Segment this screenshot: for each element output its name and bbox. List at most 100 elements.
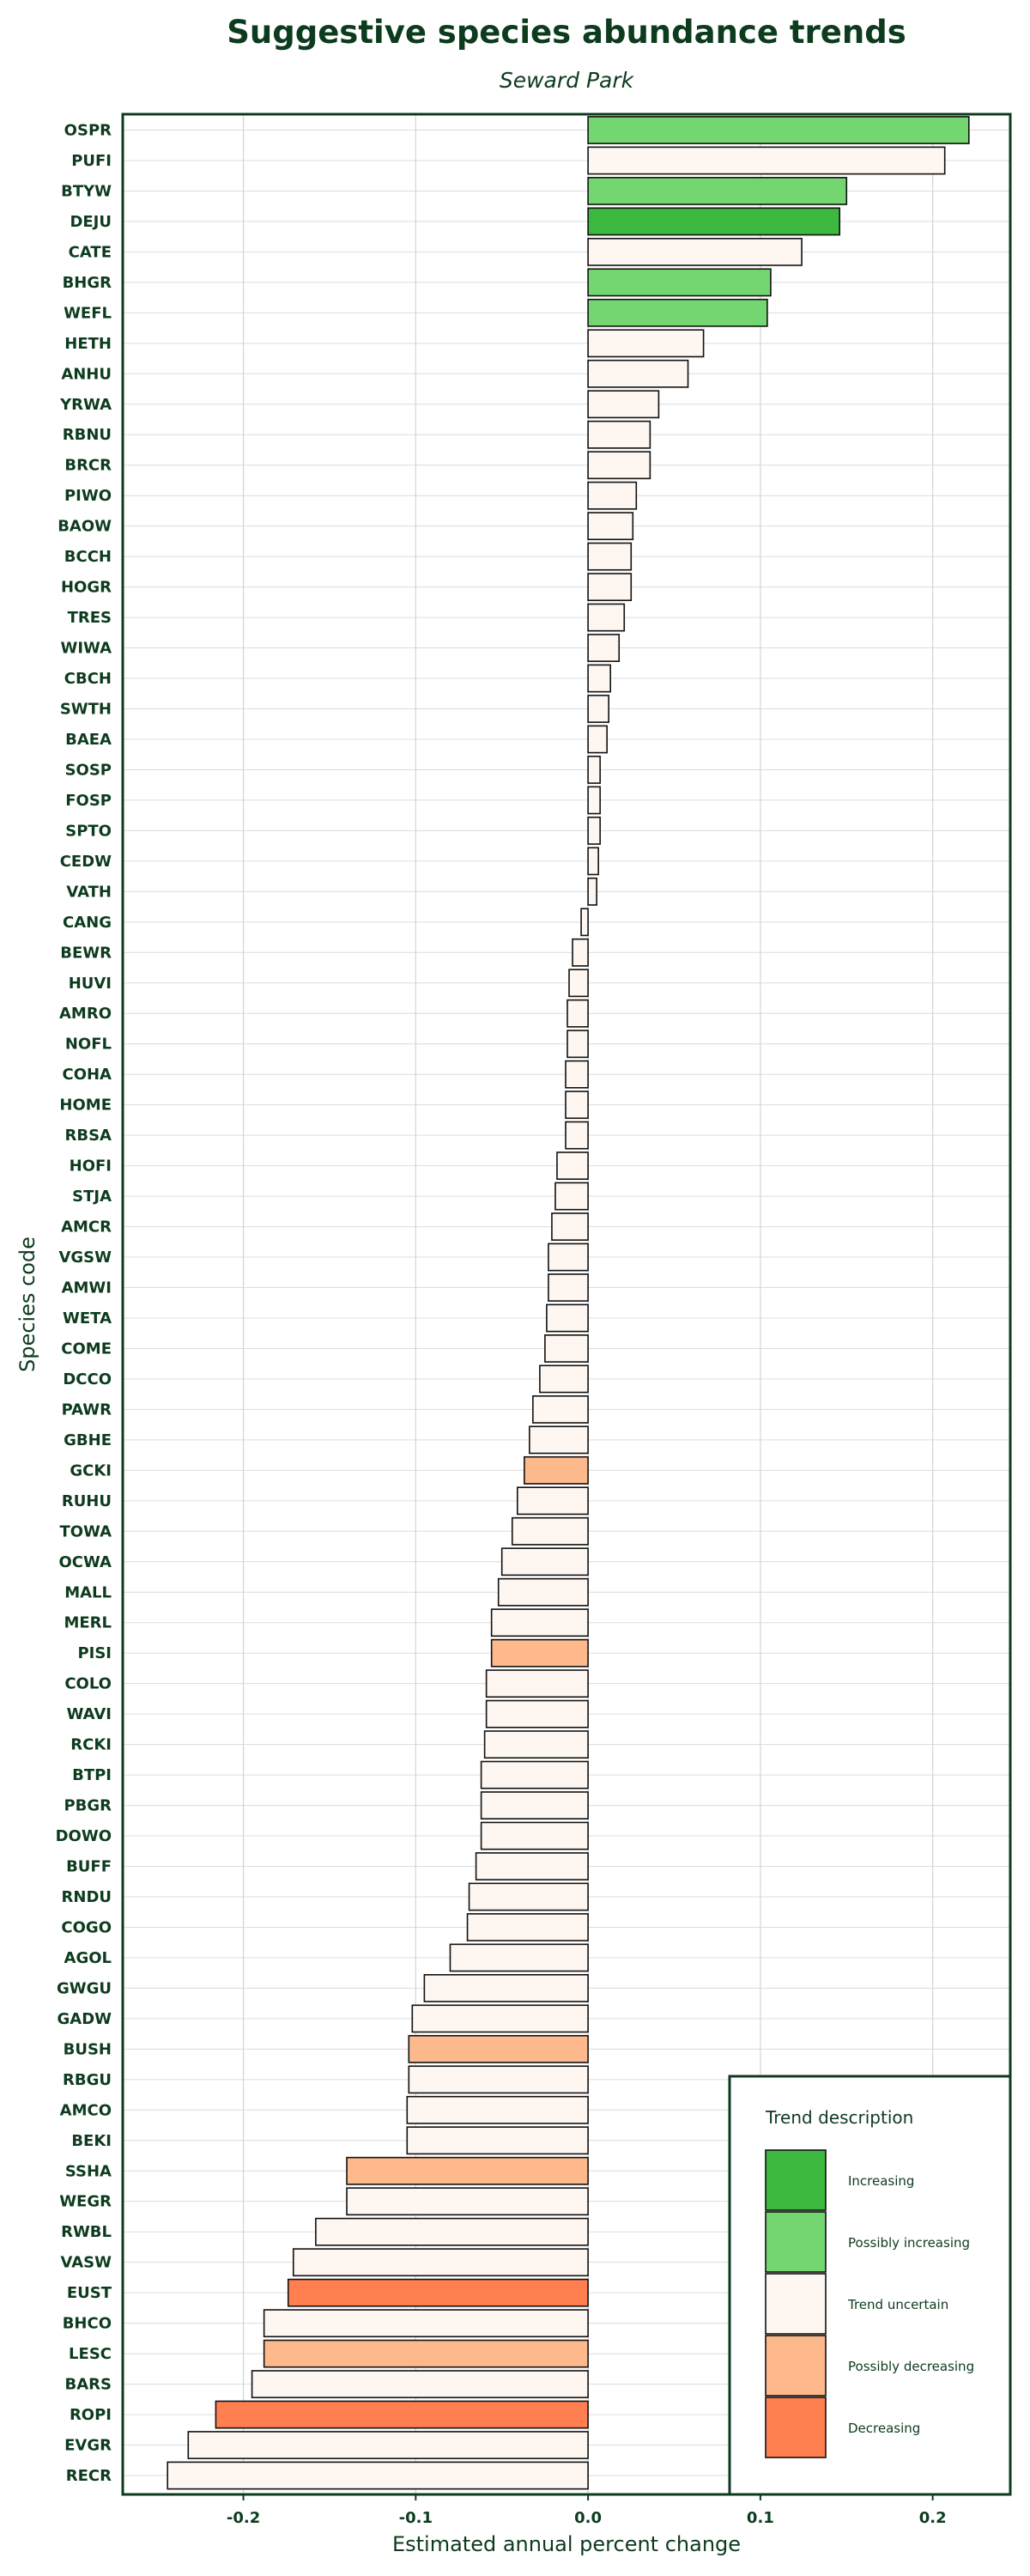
bar-rbsa <box>565 1121 589 1150</box>
x-tick-label: 0.0 <box>574 2509 602 2527</box>
y-tick-label: SWTH <box>60 701 112 719</box>
bars-layer <box>167 116 970 2490</box>
y-tick-label: CEDW <box>60 853 112 871</box>
legend-swatch <box>765 2149 827 2211</box>
y-axis-title: Species code <box>15 1236 39 1372</box>
bar-gcki <box>524 1455 589 1485</box>
y-tick-label: GWGU <box>57 1979 112 1997</box>
bar-agol <box>449 1943 589 1972</box>
y-tick-label: WEFL <box>64 304 112 322</box>
y-tick-label: PAWR <box>62 1400 112 1419</box>
y-tick-label: MERL <box>64 1614 112 1632</box>
y-tick-label: BHGR <box>63 274 112 292</box>
y-tick-label: WETA <box>63 1309 112 1327</box>
y-tick-label: BUSH <box>64 2040 112 2058</box>
bar-towa <box>511 1516 589 1546</box>
bar-wegr <box>346 2187 589 2216</box>
y-tick-label: RBGU <box>63 2071 112 2089</box>
bar-brcr <box>587 451 651 480</box>
y-tick-label: VGSW <box>58 1249 112 1267</box>
y-tick-label: OCWA <box>59 1553 112 1571</box>
bar-lesc <box>263 2339 589 2368</box>
y-tick-label: AMWI <box>62 1279 112 1297</box>
bar-yrwa <box>587 390 660 419</box>
bar-rwbl <box>315 2217 589 2246</box>
y-tick-label: COME <box>61 1340 112 1358</box>
y-tick-label: STJA <box>72 1188 112 1206</box>
y-tick-label: DCCO <box>63 1370 112 1388</box>
y-tick-label: COHA <box>62 1066 112 1084</box>
bar-evgr <box>187 2431 589 2459</box>
y-tick-label: GADW <box>57 2010 112 2028</box>
bar-cbch <box>587 664 611 693</box>
y-tick-label: COGO <box>61 1918 112 1936</box>
bar-cedw <box>587 847 599 876</box>
bar-wiwa <box>587 634 621 662</box>
y-tick-label: WEGR <box>59 2193 112 2211</box>
bar-rcki <box>483 1730 589 1759</box>
chart-title: Suggestive species abundance trends <box>227 14 906 51</box>
x-tick-label: -0.1 <box>399 2509 433 2527</box>
bar-bars <box>251 2370 589 2398</box>
y-tick-label: RCKI <box>70 1736 112 1754</box>
bar-beki <box>406 2126 589 2155</box>
bar-buff <box>475 1852 589 1880</box>
y-tick-label: BTYW <box>61 182 112 200</box>
y-tick-label: PBGR <box>64 1797 112 1815</box>
x-tick-label: 0.1 <box>747 2509 774 2527</box>
legend-label: Possibly decreasing <box>848 2359 974 2374</box>
bar-pawr <box>532 1395 589 1424</box>
bar-hofi <box>556 1151 589 1181</box>
legend-label: Possibly increasing <box>848 2235 970 2251</box>
x-tick-label: 0.2 <box>919 2509 947 2527</box>
y-tick-label: AGOL <box>64 1949 112 1967</box>
y-tick-label: CBCH <box>64 670 112 688</box>
x-tick-label: -0.2 <box>227 2509 260 2527</box>
bar-wefl <box>587 298 768 327</box>
y-tick-label: BAEA <box>65 731 112 749</box>
bar-piwo <box>587 481 638 510</box>
y-tick-label: SPTO <box>65 822 112 840</box>
y-tick-label: SSHA <box>65 2162 112 2180</box>
bar-ruhu <box>516 1486 589 1516</box>
legend-swatch <box>765 2211 827 2273</box>
y-tick-label: WAVI <box>67 1705 112 1723</box>
chart-subtitle: Seward Park <box>500 68 635 93</box>
y-tick-label: DEJU <box>70 213 112 231</box>
y-tick-label: FOSP <box>65 792 112 810</box>
bar-btyw <box>587 177 848 205</box>
y-tick-label: RWBL <box>61 2223 112 2241</box>
y-tick-label: HETH <box>64 335 112 353</box>
x-axis-title: Estimated annual percent change <box>392 2532 741 2556</box>
legend-title: Trend description <box>765 2107 913 2128</box>
plot-frame <box>121 112 1012 2496</box>
bar-hogr <box>587 573 633 602</box>
bar-home <box>565 1091 589 1120</box>
y-tick-label: LESC <box>69 2345 112 2363</box>
bar-gadw <box>411 2004 589 2033</box>
bar-ospr <box>587 116 970 144</box>
bar-stja <box>554 1182 589 1211</box>
bar-bcch <box>587 542 633 571</box>
y-tick-label: RNDU <box>62 1888 112 1906</box>
bar-cang <box>580 908 589 937</box>
bar-amro <box>566 999 589 1028</box>
bar-rbnu <box>587 420 651 449</box>
y-tick-label: PUFI <box>71 152 112 170</box>
y-tick-label: ANHU <box>61 365 112 383</box>
y-tick-label: GCKI <box>70 1461 112 1479</box>
legend-swatch <box>765 2397 827 2458</box>
bar-amcr <box>551 1212 589 1241</box>
y-tick-label: OSPR <box>64 122 112 140</box>
y-tick-label: MALL <box>64 1583 112 1601</box>
bar-come <box>544 1334 589 1363</box>
y-tick-label: BEWR <box>60 944 112 962</box>
bar-btpi <box>480 1760 589 1789</box>
bar-rbgu <box>408 2065 589 2094</box>
y-tick-label: AMCO <box>60 2101 112 2119</box>
bar-wavi <box>485 1699 589 1728</box>
y-tick-label: WIWA <box>60 640 112 658</box>
bar-weta <box>546 1303 589 1333</box>
y-tick-label: SOSP <box>65 761 112 779</box>
